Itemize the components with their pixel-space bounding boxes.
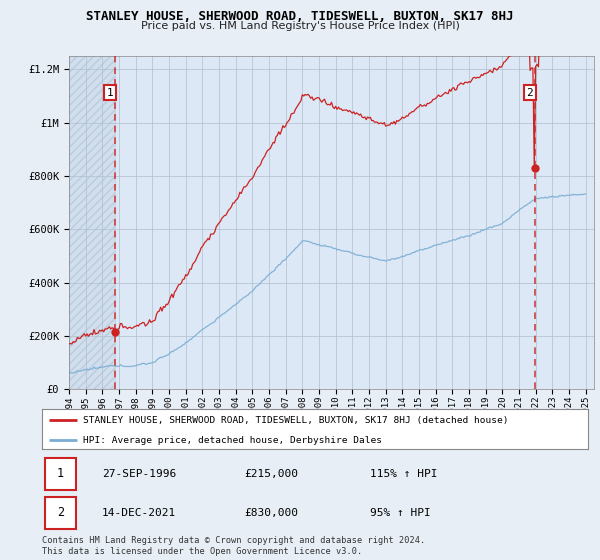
Bar — [45, 497, 76, 529]
Text: Contains HM Land Registry data © Crown copyright and database right 2024.
This d: Contains HM Land Registry data © Crown c… — [42, 536, 425, 556]
Text: £830,000: £830,000 — [244, 508, 298, 518]
Text: 95% ↑ HPI: 95% ↑ HPI — [370, 508, 430, 518]
Bar — [45, 458, 76, 490]
Bar — [69, 56, 115, 389]
Text: 2: 2 — [526, 88, 533, 97]
Text: 1: 1 — [57, 467, 64, 480]
Text: 115% ↑ HPI: 115% ↑ HPI — [370, 469, 437, 479]
Text: HPI: Average price, detached house, Derbyshire Dales: HPI: Average price, detached house, Derb… — [83, 436, 382, 445]
Text: STANLEY HOUSE, SHERWOOD ROAD, TIDESWELL, BUXTON, SK17 8HJ (detached house): STANLEY HOUSE, SHERWOOD ROAD, TIDESWELL,… — [83, 416, 508, 424]
Text: £215,000: £215,000 — [244, 469, 298, 479]
Text: 27-SEP-1996: 27-SEP-1996 — [102, 469, 176, 479]
Bar — [69, 56, 115, 389]
Text: STANLEY HOUSE, SHERWOOD ROAD, TIDESWELL, BUXTON, SK17 8HJ: STANLEY HOUSE, SHERWOOD ROAD, TIDESWELL,… — [86, 10, 514, 23]
Text: 2: 2 — [57, 506, 64, 520]
Text: Price paid vs. HM Land Registry's House Price Index (HPI): Price paid vs. HM Land Registry's House … — [140, 21, 460, 31]
Text: 1: 1 — [106, 88, 113, 97]
Text: 14-DEC-2021: 14-DEC-2021 — [102, 508, 176, 518]
